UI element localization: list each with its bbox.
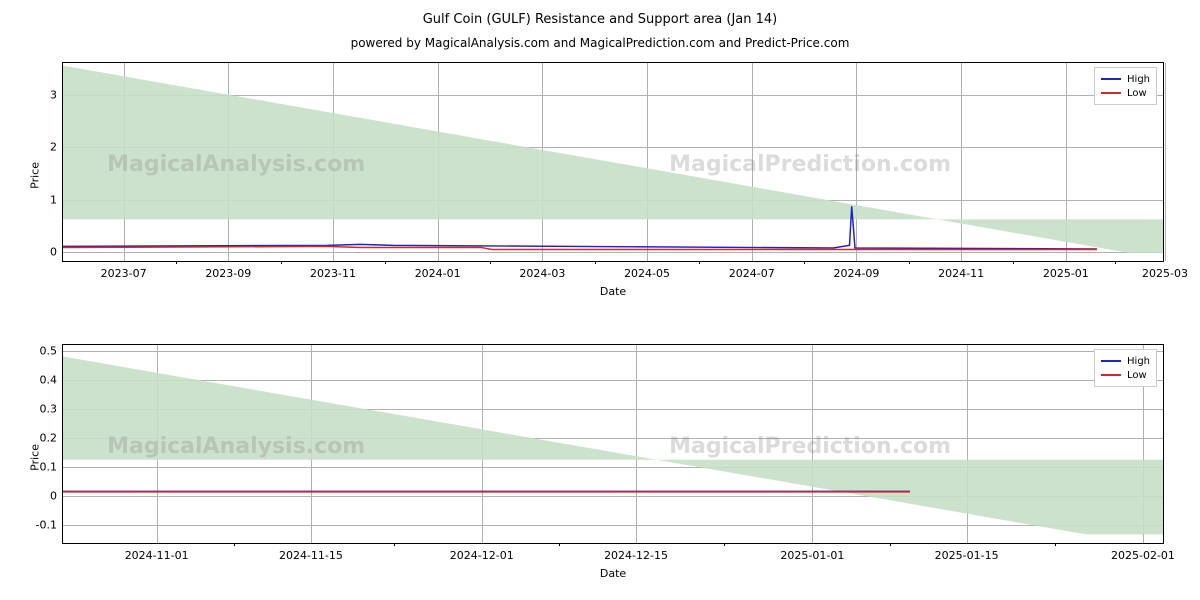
x-minor-tick xyxy=(699,261,700,264)
page-subtitle: powered by MagicalAnalysis.com and Magic… xyxy=(0,36,1200,50)
chart-top: 01232023-072023-092023-112024-012024-032… xyxy=(62,62,1164,262)
x-minor-tick xyxy=(890,543,891,546)
legend: High Low xyxy=(1094,349,1157,387)
y-axis-label: Price xyxy=(29,162,42,189)
chart-svg xyxy=(63,63,1163,261)
page-title: Gulf Coin (GULF) Resistance and Support … xyxy=(0,12,1200,27)
x-minor-tick xyxy=(490,261,491,264)
x-tick-label: 2024-12-01 xyxy=(450,549,514,562)
y-tick-label: 0.4 xyxy=(40,373,58,386)
x-tick-label: 2025-01 xyxy=(1043,267,1089,280)
y-tick-label: 2 xyxy=(50,141,57,154)
x-minor-tick xyxy=(281,261,282,264)
x-axis-label: Date xyxy=(600,567,626,580)
legend: High Low xyxy=(1094,67,1157,105)
x-tick-label: 2024-12-15 xyxy=(604,549,668,562)
x-minor-tick xyxy=(234,543,235,546)
x-tick-label: 2024-11-01 xyxy=(125,549,189,562)
x-tick-label: 2025-02-01 xyxy=(1111,549,1175,562)
y-tick-label: 0 xyxy=(50,489,57,502)
x-tick-label: 2024-11-15 xyxy=(279,549,343,562)
x-tick-label: 2024-03 xyxy=(519,267,565,280)
gridline-v xyxy=(1165,63,1166,261)
y-tick-label: -0.1 xyxy=(36,518,57,531)
x-minor-tick xyxy=(804,261,805,264)
legend-label: High xyxy=(1127,356,1150,367)
x-minor-tick xyxy=(385,261,386,264)
x-tick-label: 2024-11 xyxy=(938,267,984,280)
legend-swatch xyxy=(1101,360,1121,362)
legend-swatch xyxy=(1101,374,1121,376)
x-minor-tick xyxy=(559,543,560,546)
x-tick-label: 2023-09 xyxy=(205,267,251,280)
y-tick-label: 0.2 xyxy=(40,431,58,444)
x-tick-label: 2023-11 xyxy=(310,267,356,280)
legend-item: High xyxy=(1101,72,1150,86)
x-tick-label: 2025-01-15 xyxy=(935,549,999,562)
x-minor-tick xyxy=(1055,543,1056,546)
x-minor-tick xyxy=(724,543,725,546)
support-resistance-area xyxy=(63,356,1163,534)
legend-item: Low xyxy=(1101,368,1150,382)
x-tick-label: 2024-05 xyxy=(624,267,670,280)
y-tick-label: 0 xyxy=(50,246,57,259)
x-minor-tick xyxy=(1013,261,1014,264)
x-minor-tick xyxy=(909,261,910,264)
x-minor-tick xyxy=(595,261,596,264)
x-minor-tick xyxy=(394,543,395,546)
legend-item: High xyxy=(1101,354,1150,368)
y-tick-label: 3 xyxy=(50,88,57,101)
legend-item: Low xyxy=(1101,86,1150,100)
chart-svg xyxy=(63,345,1163,543)
legend-swatch xyxy=(1101,92,1121,94)
x-tick-label: 2024-09 xyxy=(833,267,879,280)
y-tick-label: 0.5 xyxy=(40,344,58,357)
x-tick-label: 2025-03 xyxy=(1142,267,1188,280)
x-tick-label: 2024-01 xyxy=(415,267,461,280)
y-tick-label: 1 xyxy=(50,193,57,206)
legend-label: Low xyxy=(1127,370,1147,381)
y-axis-label: Price xyxy=(29,444,42,471)
chart-bottom: -0.100.10.20.30.40.52024-11-012024-11-15… xyxy=(62,344,1164,544)
support-resistance-area xyxy=(63,66,1163,254)
x-axis-label: Date xyxy=(600,285,626,298)
legend-label: Low xyxy=(1127,88,1147,99)
x-tick-label: 2023-07 xyxy=(101,267,147,280)
x-minor-tick xyxy=(1115,261,1116,264)
x-tick-label: 2024-07 xyxy=(729,267,775,280)
x-minor-tick xyxy=(176,261,177,264)
y-tick-label: 0.1 xyxy=(40,460,58,473)
legend-label: High xyxy=(1127,74,1150,85)
y-tick-label: 0.3 xyxy=(40,402,58,415)
x-tick-label: 2025-01-01 xyxy=(780,549,844,562)
legend-swatch xyxy=(1101,78,1121,80)
